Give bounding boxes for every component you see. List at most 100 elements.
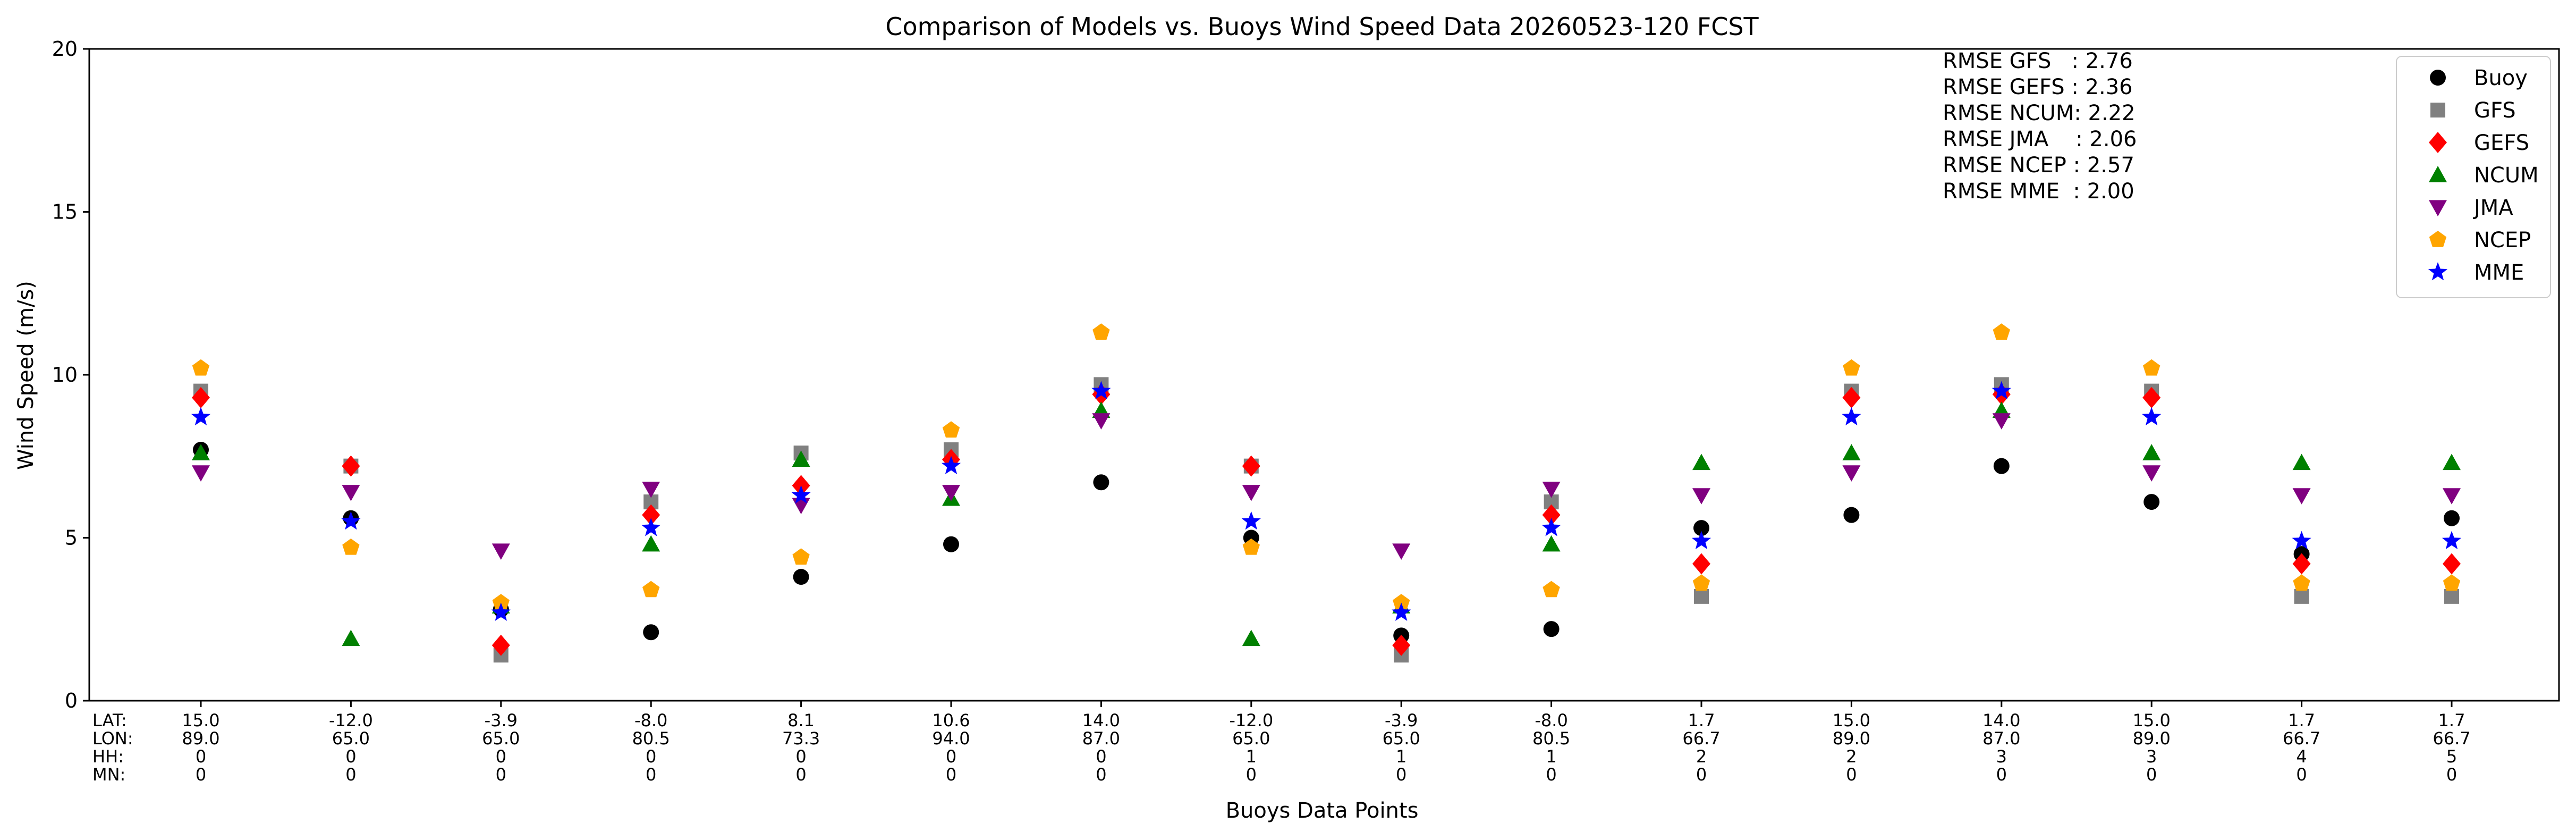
x-tick-label-mn: 0 xyxy=(946,765,956,785)
data-points xyxy=(191,323,2462,663)
x-tick-label-mn: 0 xyxy=(1246,765,1257,785)
x-tick-label-mn: 0 xyxy=(496,765,506,785)
legend: Buoy GFS GEFS NCUM JMA NCEP MME xyxy=(2396,56,2551,298)
point-jma xyxy=(1092,413,1111,430)
x-tick-label-lat: -3.9 xyxy=(1385,710,1418,730)
x-tick-label-hh: 2 xyxy=(1696,746,1707,767)
x-tick-label-lat: 1.7 xyxy=(2288,710,2315,730)
point-gfs xyxy=(1694,589,1709,604)
legend-marker-gefs xyxy=(2429,132,2447,153)
point-mme xyxy=(491,602,511,621)
point-mme xyxy=(2142,407,2162,426)
point-jma xyxy=(1242,485,1260,501)
legend-label: JMA xyxy=(2472,196,2513,220)
point-gefs xyxy=(1392,634,1411,656)
point-ncep xyxy=(1543,581,1560,598)
legend-marker-ncum xyxy=(2429,166,2447,182)
x-tick-label-mn: 0 xyxy=(2446,765,2457,785)
point-ncep xyxy=(1692,574,1710,591)
x-tick-label-lon: 66.7 xyxy=(2433,728,2470,749)
point-ncum xyxy=(792,450,810,467)
point-ncep xyxy=(792,548,810,565)
point-jma xyxy=(792,498,810,515)
x-tick-label-mn: 0 xyxy=(1096,765,1106,785)
rmse-line: RMSE MME : 2.00 xyxy=(1943,179,2134,204)
point-jma xyxy=(1392,543,1411,560)
point-buoy xyxy=(2444,510,2460,526)
point-ncum xyxy=(1542,535,1561,552)
point-buoy xyxy=(1693,520,1709,536)
rmse-line: RMSE GEFS : 2.36 xyxy=(1943,75,2133,99)
x-tick-label-lon: 87.0 xyxy=(1982,728,2020,749)
x-tick-label-lat: 14.0 xyxy=(1082,710,1120,730)
point-buoy xyxy=(793,569,809,585)
point-ncep xyxy=(1092,323,1110,340)
rmse-line: RMSE JMA : 2.06 xyxy=(1943,127,2137,152)
legend-label: GFS xyxy=(2474,98,2516,123)
point-jma xyxy=(1842,465,1861,482)
point-jma xyxy=(2142,465,2161,482)
point-gefs xyxy=(1542,504,1561,526)
point-ncum xyxy=(2292,453,2311,471)
x-tick-label-lon: 65.0 xyxy=(1383,728,1420,749)
x-axis-label: Buoys Data Points xyxy=(1226,799,1419,823)
point-gefs xyxy=(2443,553,2461,575)
point-gefs xyxy=(2142,387,2161,408)
x-tick-label-hh: 1 xyxy=(1396,746,1406,767)
point-mme xyxy=(341,511,361,530)
legend-marker-jma xyxy=(2429,200,2447,216)
chart-title: Comparison of Models vs. Buoys Wind Spee… xyxy=(885,12,1759,41)
point-gefs xyxy=(1692,553,1710,575)
row-label: HH: xyxy=(92,746,124,767)
x-tick-label-hh: 0 xyxy=(946,746,956,767)
x-axis-ticks: 15.089.000-12.065.000-3.965.000-8.080.50… xyxy=(182,701,2471,785)
x-tick-label-lat: 15.0 xyxy=(2133,710,2171,730)
point-buoy xyxy=(1093,474,1109,491)
series-jma xyxy=(192,413,2461,560)
point-ncum xyxy=(1842,444,1861,460)
point-ncep xyxy=(1242,538,1260,555)
x-tick-label-hh: 0 xyxy=(795,746,806,767)
point-mme xyxy=(1241,511,1261,530)
y-tick-label: 10 xyxy=(52,363,78,387)
series-gfs xyxy=(193,377,2459,663)
point-gefs xyxy=(1842,387,1861,408)
point-gfs xyxy=(2444,589,2459,604)
legend-marker-mme xyxy=(2428,262,2448,281)
point-mme xyxy=(941,456,961,474)
y-tick-label: 5 xyxy=(65,526,78,550)
point-mme xyxy=(191,407,211,426)
point-gefs xyxy=(192,387,210,408)
point-ncep xyxy=(642,581,660,598)
point-mme xyxy=(2442,531,2462,549)
x-tick-label-lat: -8.0 xyxy=(634,710,667,730)
x-tick-label-lon: 66.7 xyxy=(1682,728,1720,749)
point-jma xyxy=(1692,488,1710,505)
point-gefs xyxy=(492,634,510,656)
point-mme xyxy=(1691,531,1711,549)
point-mme xyxy=(2292,531,2311,549)
point-buoy xyxy=(1843,507,1860,523)
series-mme xyxy=(191,381,2462,621)
x-tick-label-mn: 0 xyxy=(795,765,806,785)
legend-label: NCUM xyxy=(2474,163,2539,188)
x-tick-label-lat: -12.0 xyxy=(1229,710,1273,730)
point-ncep xyxy=(1843,359,1860,376)
row-label: LAT: xyxy=(92,710,127,730)
row-label: MN: xyxy=(92,765,125,785)
point-jma xyxy=(1542,481,1561,498)
point-ncep xyxy=(942,421,960,438)
rmse-line: RMSE NCEP : 2.57 xyxy=(1943,153,2134,178)
x-tick-label-hh: 3 xyxy=(1996,746,2007,767)
x-tick-label-mn: 0 xyxy=(1696,765,1707,785)
x-tick-label-lat: 15.0 xyxy=(1833,710,1870,730)
point-ncum xyxy=(2142,444,2161,460)
y-tick-label: 0 xyxy=(65,689,78,712)
legend-marker-ncep xyxy=(2429,231,2447,247)
x-tick-label-lat: 14.0 xyxy=(1982,710,2020,730)
point-buoy xyxy=(2143,494,2160,510)
point-ncum xyxy=(192,444,210,460)
x-tick-label-lon: 73.3 xyxy=(782,728,820,749)
point-ncep xyxy=(2143,359,2160,376)
